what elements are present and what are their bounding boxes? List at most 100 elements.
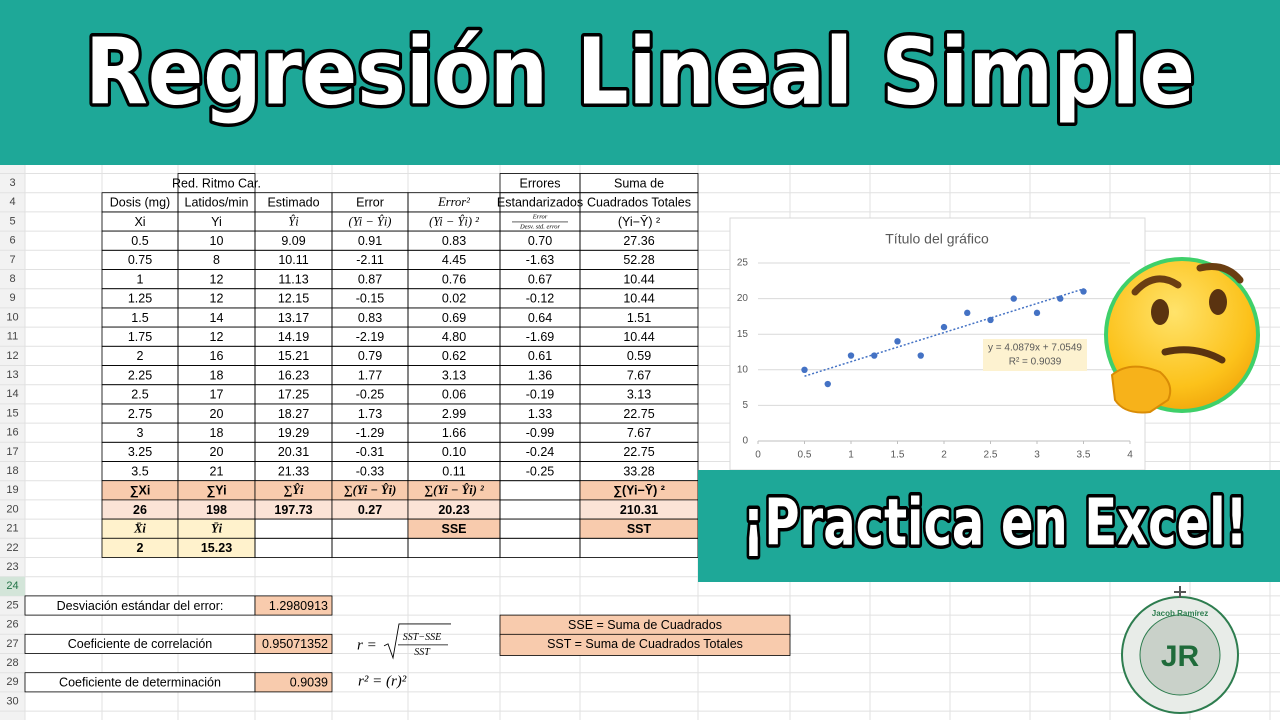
cell-text: (Yi − Ŷi) ² <box>429 214 479 228</box>
stat-value-box <box>254 672 333 693</box>
x-tick-label: 2 <box>941 450 947 461</box>
cell-text: Dosis (mg) <box>110 196 170 210</box>
cell-bg <box>255 480 332 500</box>
row-number: 5 <box>9 215 15 227</box>
cell-text: 0.87 <box>358 272 382 286</box>
cell-text: 22.75 <box>623 407 654 421</box>
row-number: 30 <box>6 695 18 707</box>
cell-text: 7.67 <box>627 426 651 440</box>
cell-text: 1.66 <box>442 426 466 440</box>
cell-bg <box>178 519 255 539</box>
row-number: 12 <box>6 350 18 362</box>
stat-value: 1.2980913 <box>269 599 328 613</box>
cell-text: 0.64 <box>528 311 552 325</box>
cell-text: 0.62 <box>442 349 466 363</box>
cell-text: 2.5 <box>131 388 148 402</box>
point <box>964 309 971 317</box>
cell-bg <box>102 499 178 520</box>
cell-text: -0.12 <box>526 292 555 306</box>
cell-bg <box>408 499 500 520</box>
cell-text: -0.99 <box>526 426 555 440</box>
stat-value: 0.95071352 <box>262 637 328 651</box>
stat-value-box <box>254 633 333 654</box>
cell-text: 20 <box>210 445 224 459</box>
cell-text: 0.83 <box>358 311 382 325</box>
trendline-label-box <box>983 339 1087 371</box>
practice-banner <box>698 470 1280 582</box>
cell-text: -0.24 <box>526 445 555 459</box>
cell-text: 16.23 <box>278 368 309 382</box>
cell-bg <box>102 480 178 500</box>
cell-text: 10.11 <box>278 253 308 267</box>
cell-text: 14.19 <box>278 330 309 344</box>
cell-text: Cuadrados Totales <box>587 196 691 210</box>
cell-text: SSE <box>441 522 466 536</box>
row-number: 21 <box>6 523 18 535</box>
cell-text: 10 <box>210 234 224 248</box>
cell-text: 1.73 <box>358 407 382 421</box>
cell-text: 10.44 <box>623 330 654 344</box>
row-number: 10 <box>6 311 18 323</box>
cell-text: 0.5 <box>131 234 148 248</box>
cell-text: ∑Xi <box>130 484 151 498</box>
y-tick-label: 20 <box>737 293 749 304</box>
cell-text: 15.23 <box>201 541 232 555</box>
cell-text: -1.29 <box>356 426 385 440</box>
row-number: 29 <box>6 676 18 688</box>
cell-text: -2.19 <box>356 330 385 344</box>
cell-text: -0.19 <box>526 388 555 402</box>
y-tick-label: 15 <box>737 329 749 340</box>
cell-text: 0.59 <box>627 349 651 363</box>
cell-text: 26 <box>133 503 147 517</box>
emoji-eye <box>1151 299 1169 325</box>
row-number: 20 <box>6 503 18 515</box>
cell-text: 1.36 <box>528 368 552 382</box>
emoji-hand <box>1110 365 1172 414</box>
cell-text: 21 <box>210 464 224 478</box>
row-number: 16 <box>6 427 18 439</box>
cell-text: ∑Ŷi <box>283 483 304 497</box>
emoji-eye <box>1209 289 1227 315</box>
cell-text: -0.25 <box>526 464 555 478</box>
logo: Jacob Ramírez JR <box>1121 586 1239 714</box>
cell-text: 2 <box>137 541 144 555</box>
cell-text: 14 <box>210 311 224 325</box>
cell-text: Estimado <box>267 196 319 210</box>
title-banner <box>0 0 1280 165</box>
cell-text: 11.13 <box>278 272 308 286</box>
cell-text: 0.61 <box>528 349 552 363</box>
cell-text: 16 <box>210 349 224 363</box>
cell-text: 3.13 <box>442 368 466 382</box>
point <box>987 316 994 324</box>
thinking-emoji <box>1104 257 1260 414</box>
y-tick-label: 10 <box>737 364 749 375</box>
cell-text: 210.31 <box>620 503 658 517</box>
cell-text: 18 <box>210 426 224 440</box>
cell-text: 3.5 <box>131 464 148 478</box>
logo-initials: JR <box>1161 640 1200 673</box>
point <box>917 352 924 359</box>
cell-text: 27.36 <box>623 234 654 248</box>
cell-text: -0.15 <box>356 292 385 306</box>
cell-text: 0.67 <box>528 272 552 286</box>
cell-text: 12 <box>210 272 224 286</box>
cell-text: 0.75 <box>128 253 152 267</box>
definition: SSE = Suma de Cuadrados <box>568 618 722 632</box>
cell-text: 0.06 <box>442 388 466 402</box>
cell-bg <box>580 480 698 500</box>
cell-text: 20.23 <box>438 503 469 517</box>
cell-text: Latidos/min <box>185 196 249 210</box>
cell-text: 3 <box>137 426 144 440</box>
row-number: 27 <box>6 638 18 650</box>
cell-text: Ŷi <box>288 214 299 228</box>
main-title: Regresión Lineal Simple <box>85 18 1195 125</box>
cell-text: Error <box>532 213 548 220</box>
cell-text: 19.29 <box>278 426 309 440</box>
practice-text: ¡Practica en Excel! <box>743 487 1248 561</box>
cell-text: 17.25 <box>278 388 309 402</box>
trendline-r2: R² = 0.9039 <box>1009 357 1062 368</box>
stat-label: Coeficiente de determinación <box>59 676 221 690</box>
point <box>847 352 855 359</box>
row-number: 26 <box>6 619 18 631</box>
cell-text: 17 <box>210 388 224 402</box>
